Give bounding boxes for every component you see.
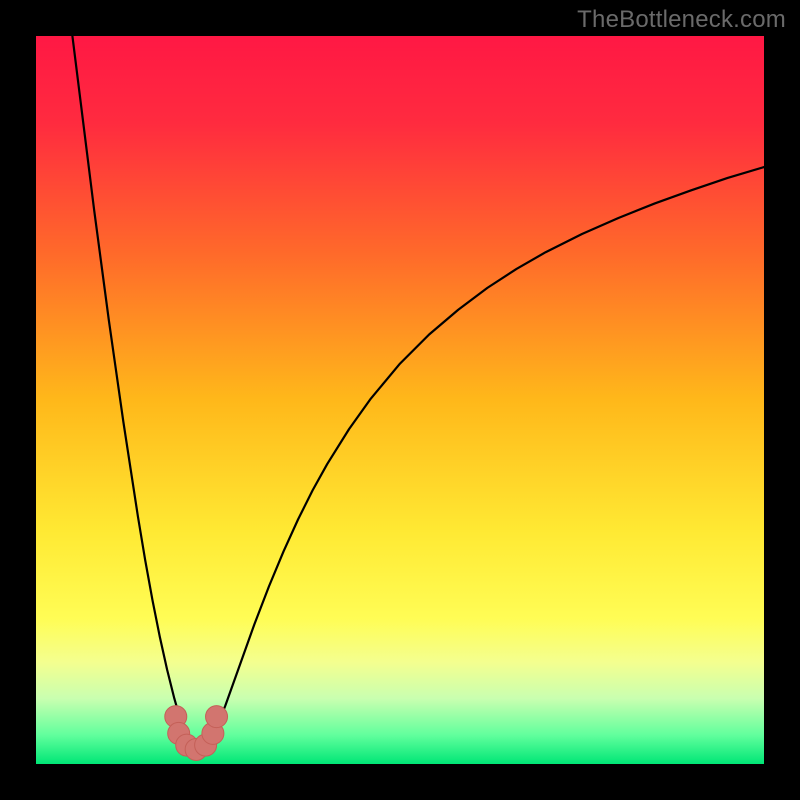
watermark-text: TheBottleneck.com: [577, 6, 786, 34]
valley-marker: [206, 706, 228, 728]
plot-bg: [36, 36, 764, 764]
bottleneck-plot-svg: [0, 0, 800, 800]
chart-frame: TheBottleneck.com: [0, 0, 800, 800]
plot-wrapper: [0, 0, 800, 800]
